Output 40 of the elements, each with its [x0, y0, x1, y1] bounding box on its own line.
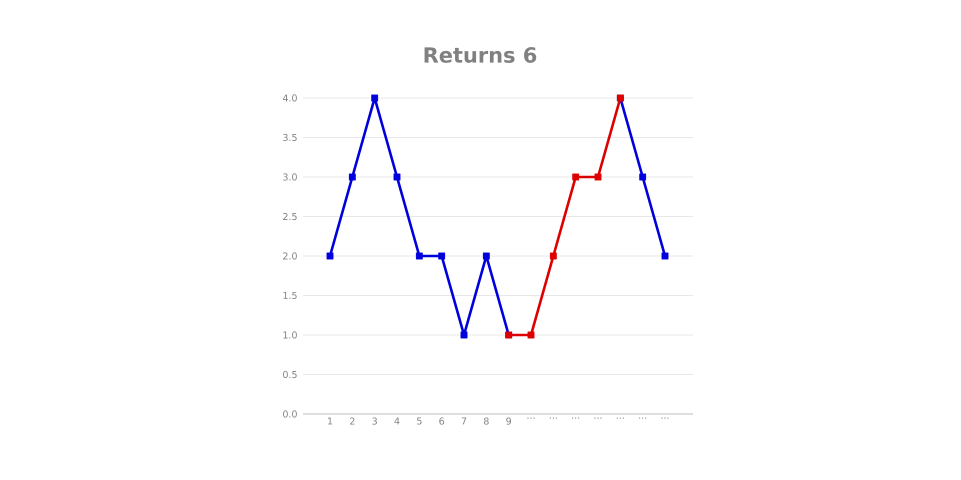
point: [662, 252, 668, 260]
x-tick-label: ...: [572, 418, 580, 419]
point: [594, 174, 602, 180]
point: [572, 174, 580, 180]
x-tick-label: 3: [372, 418, 377, 425]
x-tick-label: 8: [484, 418, 489, 425]
x-tick-label: ...: [594, 418, 602, 419]
point: [348, 174, 356, 180]
point: [416, 252, 423, 260]
y-tick-label: 4.0: [282, 94, 297, 102]
x-tick-label: ...: [639, 418, 646, 419]
x-tick-label: 9: [506, 418, 512, 425]
point: [528, 332, 534, 338]
y-tick-label: 1.5: [283, 292, 297, 300]
point: [482, 252, 490, 260]
x-tick-label: ...: [662, 418, 668, 419]
y-tick-label: 3.5: [283, 134, 297, 142]
point: [460, 332, 468, 338]
point: [394, 174, 400, 180]
y-tick-label: 0.0: [283, 410, 297, 418]
y-tick-label: 1.0: [283, 331, 297, 339]
chart-title: Returns 6: [424, 47, 536, 63]
point: [438, 252, 446, 260]
x-tick-label: 7: [462, 418, 466, 424]
y-tick-label: 2.5: [283, 212, 297, 220]
point: [639, 174, 646, 180]
y-tick-label: 0.5: [283, 370, 297, 378]
x-tick-label: ...: [550, 418, 557, 419]
x-tick-label: 2: [350, 418, 354, 425]
x-tick-label: ...: [616, 418, 624, 419]
point: [371, 94, 378, 102]
y-tick-label: 3.0: [283, 173, 297, 181]
x-tick-label: 1: [328, 418, 332, 424]
point: [326, 252, 334, 260]
y-tick-label: 2.0: [283, 252, 297, 260]
point: [550, 252, 557, 260]
x-tick-label: 6: [439, 418, 444, 425]
x-tick-label: 5: [417, 418, 422, 425]
x-tick-label: 4: [394, 418, 400, 424]
x-tick-label: ...: [528, 418, 534, 419]
